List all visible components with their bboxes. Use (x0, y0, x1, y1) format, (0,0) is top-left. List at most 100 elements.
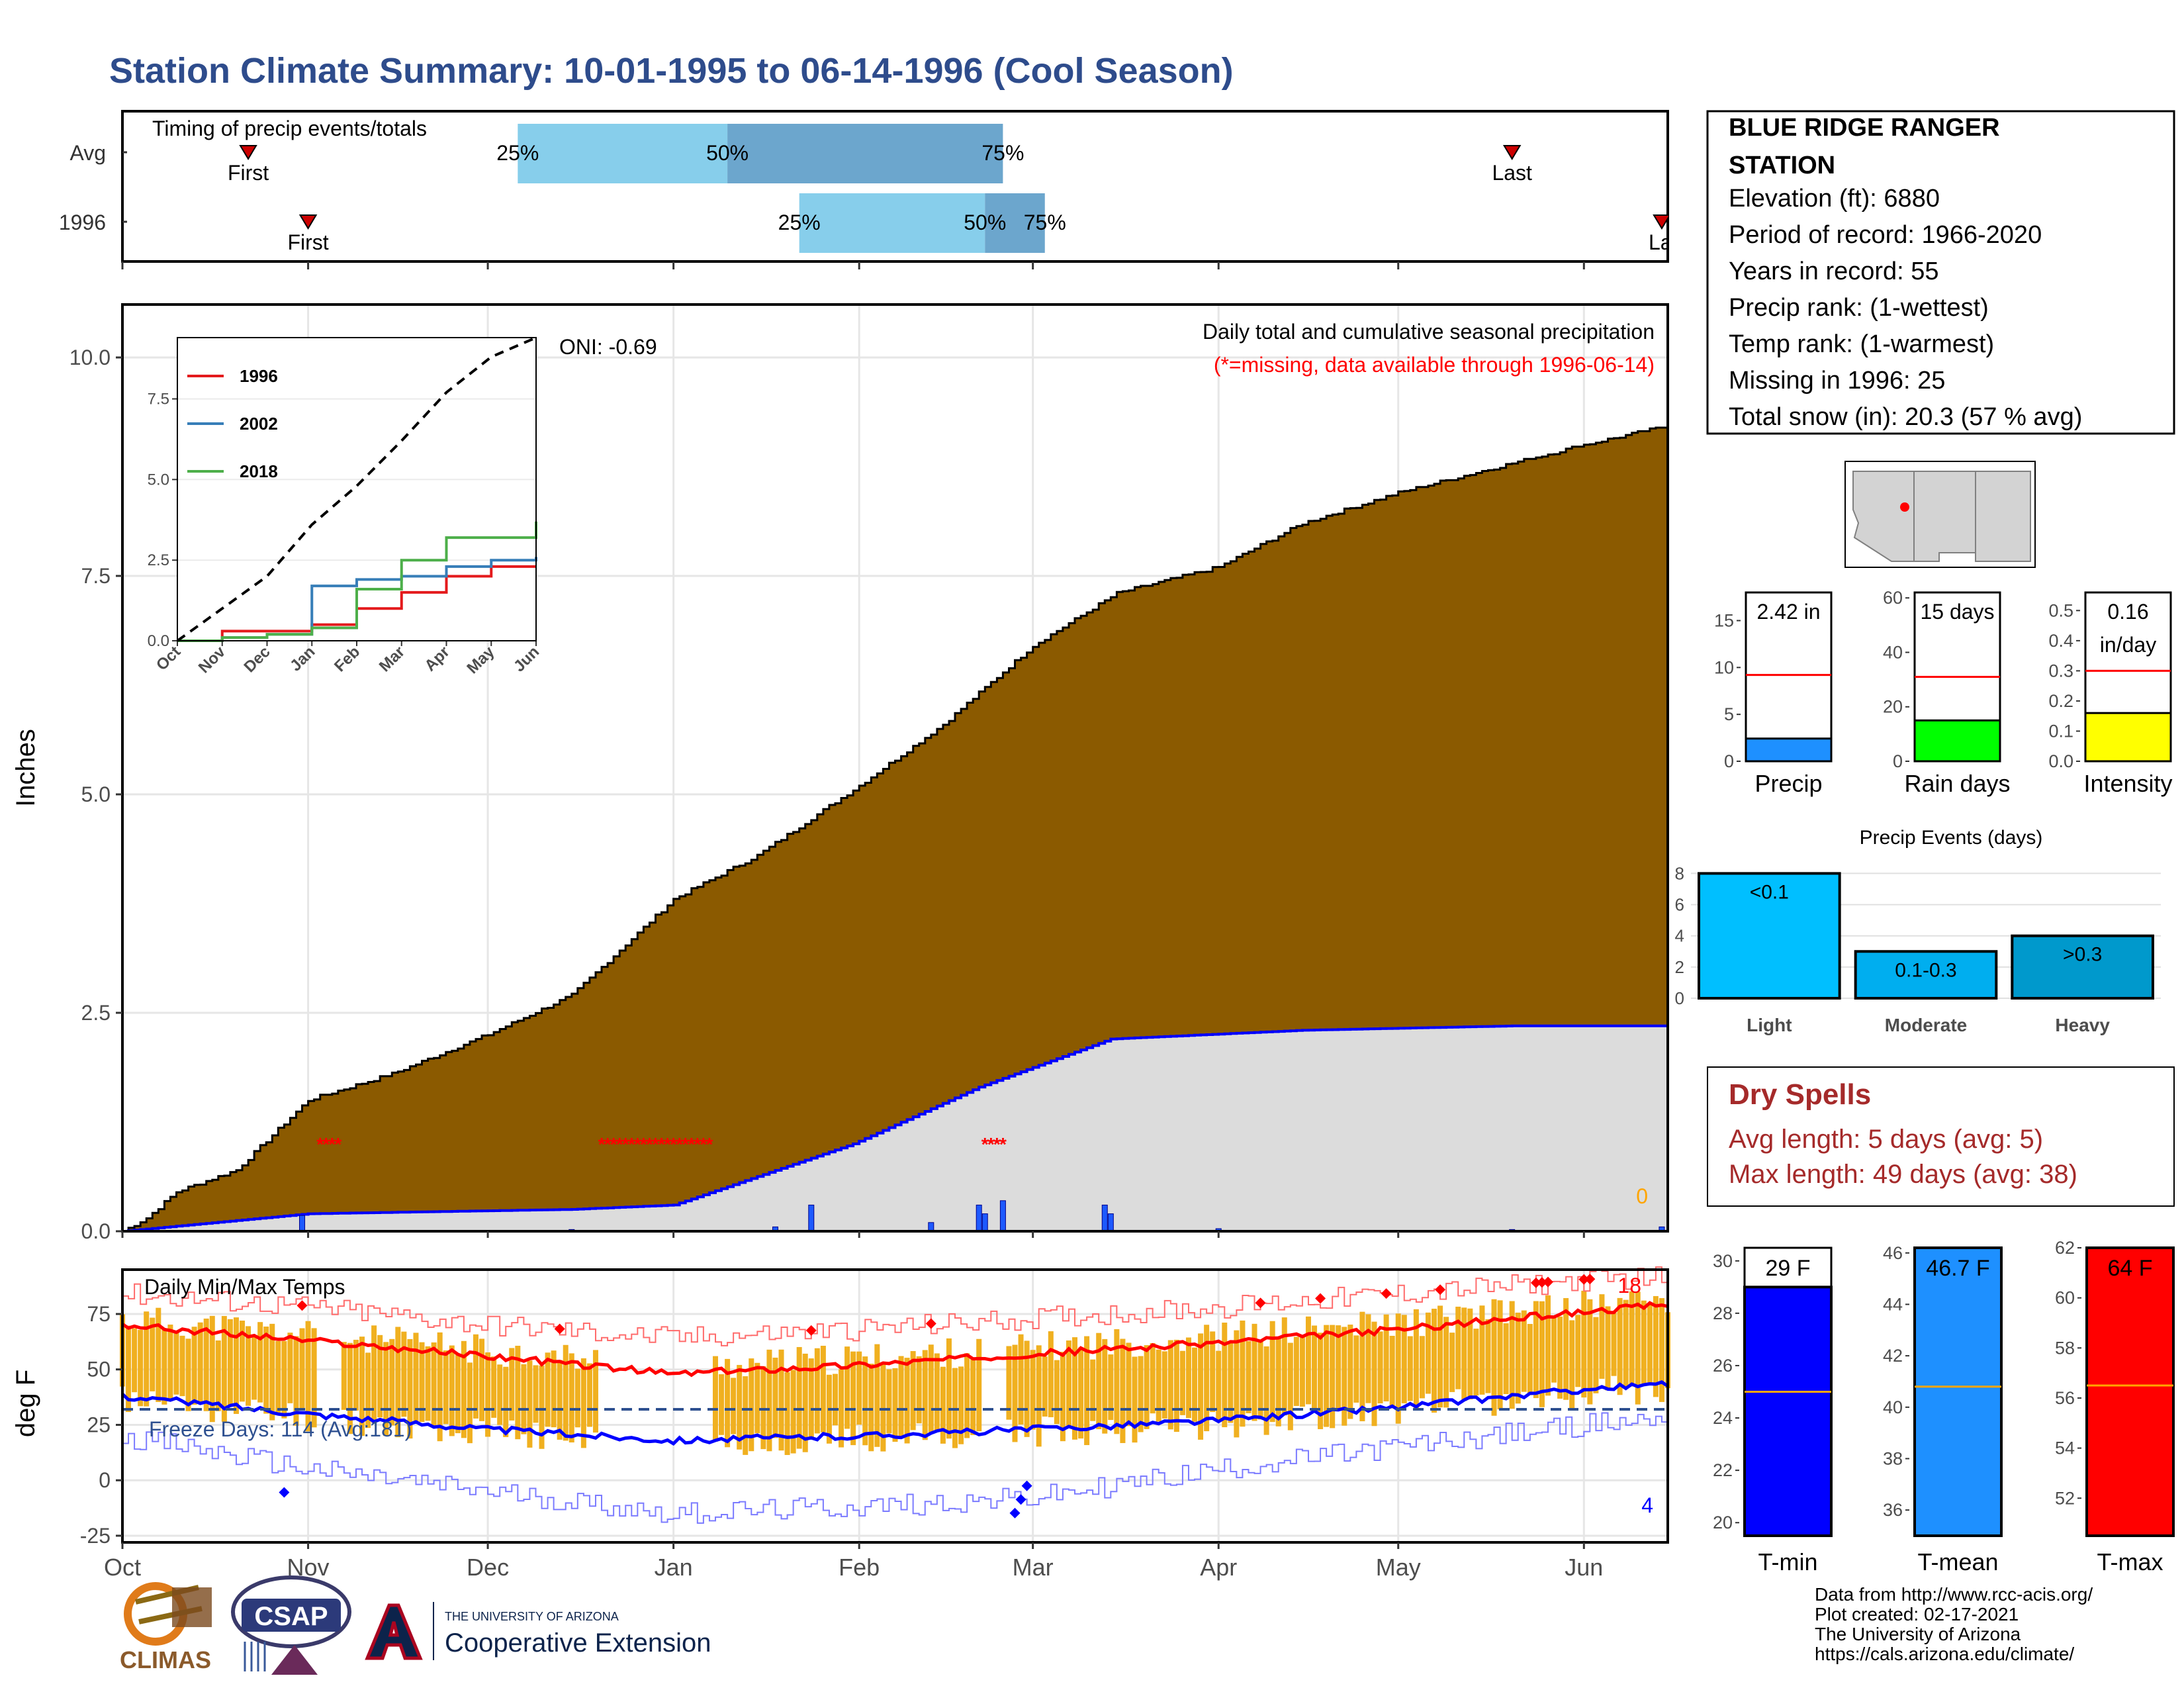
daily-temp-range-71 (545, 1352, 551, 1427)
daily-temp-range-59 (473, 1334, 478, 1419)
daily-temp-range-155 (1048, 1331, 1054, 1417)
daily-temp-range-19 (233, 1317, 239, 1414)
daily-temp-range-38 (347, 1342, 353, 1434)
events-value-heavy: >0.3 (2063, 944, 2102, 966)
daily-temp-range-42 (371, 1325, 377, 1423)
daily-temp-range-177 (1179, 1350, 1185, 1415)
daily-temp-range-198 (1305, 1316, 1311, 1405)
daily-temp-range-233 (1515, 1312, 1521, 1404)
daily-temp-range-193 (1275, 1338, 1281, 1427)
daily-temp-range-204 (1342, 1327, 1347, 1426)
record-low-marker-2 (1015, 1494, 1026, 1505)
daily-temp-range-132 (910, 1351, 916, 1430)
first-event-label-1996: First (287, 230, 328, 254)
daily-temp-range-161 (1084, 1336, 1090, 1446)
missing-marker-1-84: * (622, 1134, 629, 1154)
tbar-tick-label-0-2: 24 (1713, 1408, 1733, 1428)
daily-temp-range-167 (1120, 1338, 1126, 1443)
missing-marker-0-35: * (328, 1134, 336, 1154)
daily-temp-range-250 (1617, 1297, 1623, 1395)
footer-url: https://cals.arizona.edu/climate/ (1815, 1644, 2074, 1664)
daily-temp-range-8 (167, 1325, 173, 1401)
record-low-marker-3 (1021, 1480, 1032, 1491)
precip-ytick-label-4: 10.0 (69, 346, 111, 369)
inset-ytick-label-3: 7.5 (148, 391, 169, 408)
record-high-marker-2 (805, 1325, 817, 1336)
daily-temp-range-57 (461, 1340, 467, 1438)
daily-temp-range-257 (1659, 1298, 1664, 1402)
tbar-tick-label-0-0: 20 (1713, 1513, 1733, 1532)
daily-temp-range-142 (970, 1358, 976, 1435)
daily-temp-range-164 (1102, 1338, 1108, 1434)
mini-tick-label-1-1: 20 (1883, 697, 1903, 717)
daily-temp-range-10 (179, 1335, 185, 1397)
daily-temp-range-175 (1167, 1340, 1173, 1430)
daily-temp-range-126 (874, 1344, 880, 1447)
daily-temp-range-244 (1581, 1290, 1587, 1398)
daily-temp-range-195 (1287, 1342, 1293, 1430)
temp-ytick-label-2: 25 (87, 1413, 111, 1436)
daily-temp-range-74 (563, 1344, 569, 1441)
daily-temp-range-6 (156, 1307, 161, 1402)
inset-series-cumulative-dashed (176, 336, 537, 642)
missing-marker-1-83: * (616, 1134, 623, 1154)
mini-value-1: 15 days (1920, 600, 1994, 624)
daily-temp-range-158 (1066, 1340, 1071, 1426)
missing-marker-2-145: * (987, 1134, 995, 1154)
mini-tick-label-0-3: 15 (1714, 611, 1734, 631)
missing-marker-1-87: * (640, 1134, 647, 1154)
daily-temp-range-185 (1228, 1342, 1234, 1423)
daily-temp-range-14 (203, 1318, 209, 1411)
daily-temp-range-249 (1611, 1313, 1617, 1376)
inset-legend-label-2018: 2018 (240, 461, 278, 481)
daily-temp-range-150 (1018, 1334, 1024, 1425)
daily-temp-range-29 (293, 1336, 299, 1426)
csap-logo-plate (242, 1599, 341, 1632)
daily-temp-range-41 (365, 1352, 371, 1429)
inset-ytick-label-1: 2.5 (148, 551, 169, 569)
timing-clip-mask (1669, 111, 1696, 263)
texas-outline (1975, 471, 2031, 562)
daily-temp-range-172 (1150, 1342, 1156, 1414)
daily-temp-range-214 (1401, 1315, 1407, 1403)
tbar-label-t-mean: T-mean (1917, 1548, 1998, 1575)
mini-value-0: 2.42 in (1756, 600, 1820, 624)
daily-temp-range-222 (1449, 1333, 1455, 1392)
climas-logo-text: CLIMAS (120, 1646, 211, 1673)
daily-temp-range-165 (1108, 1354, 1114, 1421)
daily-temp-range-120 (839, 1369, 844, 1448)
daily-temp-range-116 (814, 1348, 820, 1434)
mini-label-2: Intensity (2083, 770, 2172, 797)
events-value-moderate: 0.1-0.3 (1895, 959, 1956, 981)
daily-temp-range-154 (1042, 1356, 1048, 1417)
timing-bar-50-75-1996 (985, 193, 1045, 253)
temp-ytick-label-3: 50 (87, 1358, 111, 1382)
events-tick-label-1: 2 (1675, 957, 1684, 977)
daily-temp-range-188 (1246, 1341, 1251, 1413)
daily-temp-range-253 (1635, 1291, 1641, 1405)
timing-row-label-1996: 1996 (59, 211, 106, 234)
tbar-tick-label-1-4: 44 (1883, 1294, 1903, 1314)
daily-temp-range-112 (790, 1370, 796, 1454)
daily-temp-range-25 (269, 1323, 275, 1421)
location-map (1844, 461, 2036, 568)
daily-precip-bar-8 (1101, 1204, 1108, 1232)
station-name-line1: BLUE RIDGE RANGER (1729, 114, 2000, 142)
avg-tmax-line (121, 1301, 1668, 1378)
ua-logo-bottom-text: Cooperative Extension (445, 1628, 711, 1658)
mini-bar-2 (2084, 712, 2172, 763)
tbar-tick-label-2-3: 58 (2055, 1338, 2075, 1358)
first-event-marker-Avg (239, 145, 257, 160)
events-label-heavy: Heavy (2055, 1015, 2110, 1035)
csap-logo-mountain (271, 1645, 318, 1675)
summary-mini-bars: 0 5 10 15 2.42 in Precip 0 20 40 60 15 days Rain da… (1714, 588, 2173, 797)
freeze-days-label: Freeze Days: 114 (Avg:181) (149, 1417, 412, 1441)
daily-temp-range-210 (1377, 1331, 1383, 1403)
daily-temp-range-229 (1491, 1299, 1497, 1416)
daily-temp-range-44 (383, 1342, 389, 1436)
daily-temp-range-224 (1461, 1307, 1467, 1401)
missing-marker-1-95: * (688, 1134, 695, 1154)
daily-temp-range-17 (221, 1316, 227, 1422)
precip-ytick-label-2: 5.0 (81, 782, 111, 806)
